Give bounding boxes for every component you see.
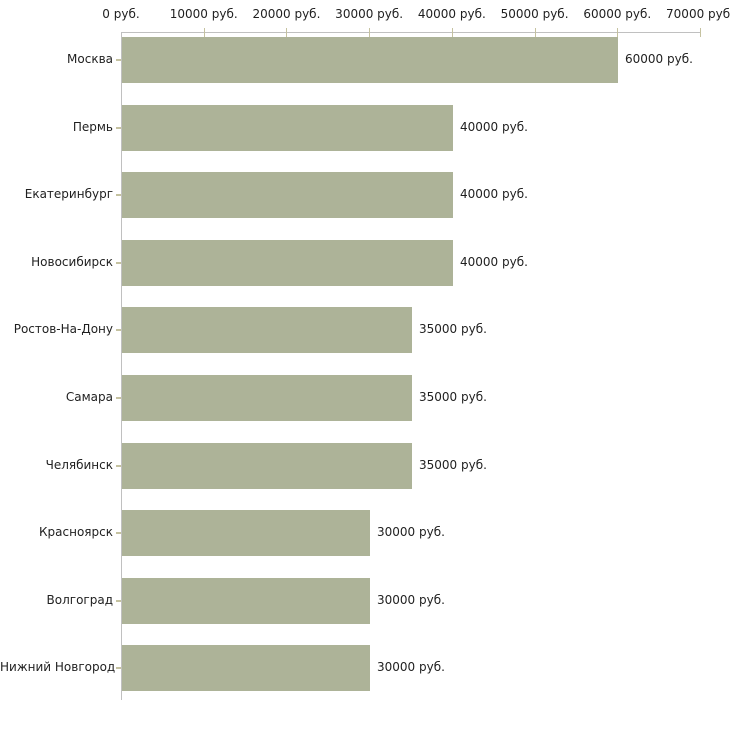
x-axis-tick-mark (617, 28, 618, 37)
bar (122, 105, 453, 151)
x-axis-tick-mark (452, 28, 453, 37)
bar (122, 172, 453, 218)
x-axis-tick-label: 50000 руб. (500, 7, 569, 21)
value-label: 30000 руб. (377, 593, 445, 607)
bar (122, 37, 618, 83)
category-label: Красноярск (39, 525, 113, 539)
x-axis-tick-label: 10000 руб. (169, 7, 238, 21)
category-label: Нижний Новгород (0, 660, 116, 674)
category-label: Пермь (72, 120, 113, 134)
value-label: 30000 руб. (377, 660, 445, 674)
x-axis-tick-mark (204, 28, 205, 37)
value-label: 40000 руб. (460, 120, 528, 134)
x-axis-tick-label: 40000 руб. (417, 7, 486, 21)
y-axis-tick-mark (116, 127, 121, 129)
x-axis-tick-label: 0 руб. (102, 7, 140, 21)
value-label: 30000 руб. (377, 525, 445, 539)
x-axis-tick-label: 60000 руб. (583, 7, 652, 21)
bar (122, 578, 370, 624)
category-label: Екатеринбург (24, 187, 113, 201)
bar (122, 510, 370, 556)
bar (122, 375, 412, 421)
bar (122, 307, 412, 353)
category-label: Челябинск (45, 458, 113, 472)
value-label: 35000 руб. (419, 458, 487, 472)
y-axis-tick-mark (116, 329, 121, 331)
x-axis-tick-mark (286, 28, 287, 37)
y-axis-tick-mark (116, 667, 121, 669)
category-label: Ростов-На-Дону (13, 322, 113, 336)
y-axis-tick-mark (116, 465, 121, 467)
category-label: Волгоград (46, 593, 113, 607)
category-label: Новосибирск (31, 255, 113, 269)
category-label: Самара (65, 390, 113, 404)
category-label: Москва (67, 52, 113, 66)
y-axis-line (121, 32, 122, 700)
bar (122, 443, 412, 489)
y-axis-tick-mark (116, 397, 121, 399)
x-axis-tick-label: 20000 руб. (252, 7, 321, 21)
y-axis-tick-mark (116, 262, 121, 264)
value-label: 40000 руб. (460, 187, 528, 201)
x-axis-tick-mark (700, 28, 701, 37)
y-axis-tick-mark (116, 600, 121, 602)
value-label: 60000 руб. (625, 52, 693, 66)
y-axis-tick-mark (116, 532, 121, 534)
x-axis-tick-mark (535, 28, 536, 37)
x-axis-tick-label: 70000 руб. (666, 7, 730, 21)
value-label: 40000 руб. (460, 255, 528, 269)
x-axis-tick-label: 30000 руб. (335, 7, 404, 21)
value-label: 35000 руб. (419, 322, 487, 336)
x-axis-line (121, 32, 700, 33)
bar (122, 645, 370, 691)
x-axis-tick-mark (369, 28, 370, 37)
value-label: 35000 руб. (419, 390, 487, 404)
bar (122, 240, 453, 286)
y-axis-tick-mark (116, 59, 121, 61)
y-axis-tick-mark (116, 194, 121, 196)
